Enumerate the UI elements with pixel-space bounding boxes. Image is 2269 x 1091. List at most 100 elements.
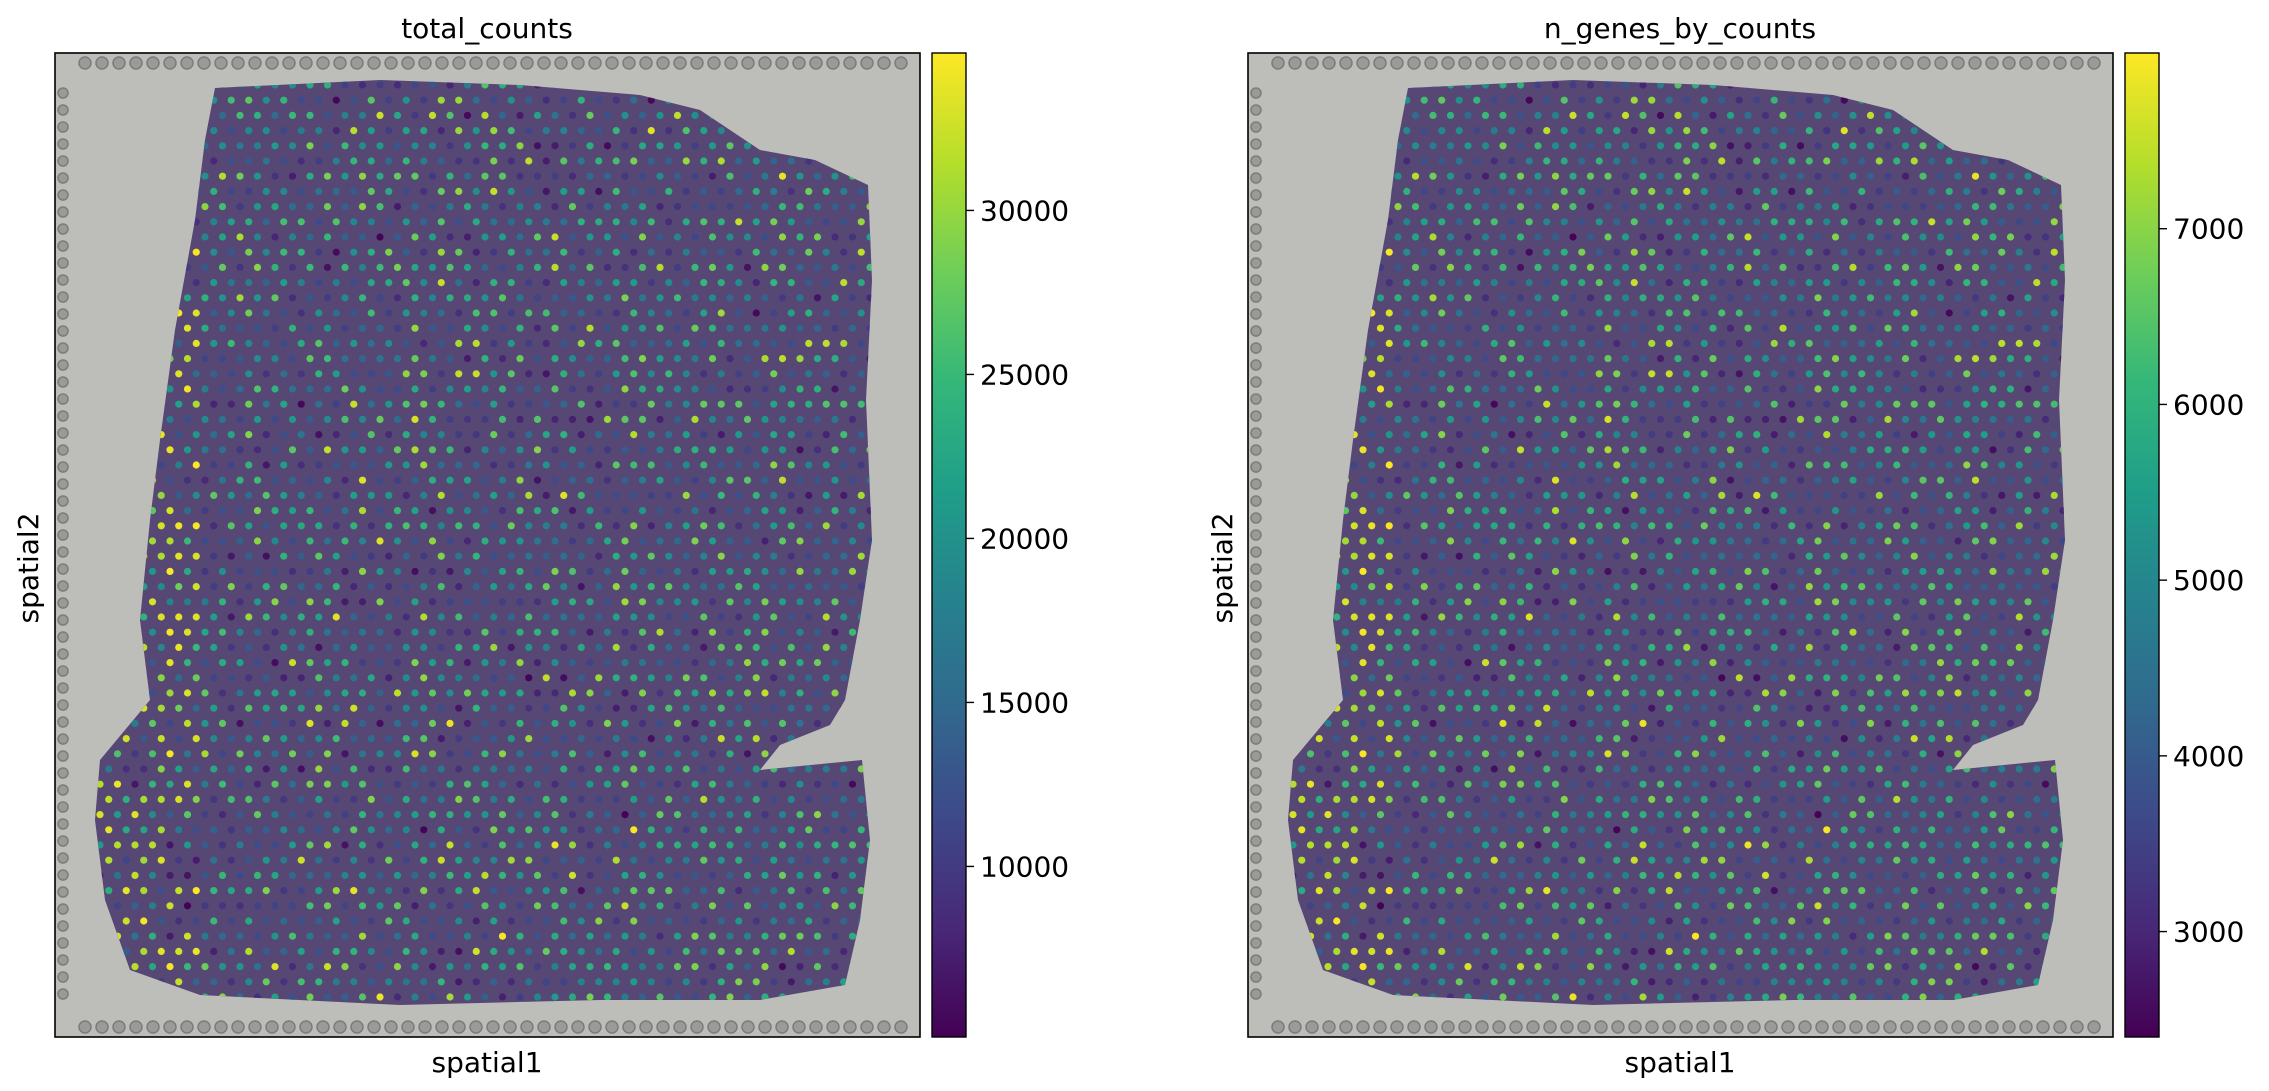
spot [236,628,244,636]
spot [1516,689,1525,697]
spot [1560,583,1568,591]
spot [778,902,787,910]
spot [1551,415,1560,423]
spot [306,507,314,515]
spot [297,187,305,195]
spot [770,887,778,895]
spot [1980,613,1988,621]
spot [1376,567,1385,576]
spot [1341,719,1350,728]
spot [1525,643,1533,652]
spot [778,172,787,180]
spot [183,750,192,758]
spot [735,431,743,439]
spot [1473,552,1481,560]
spot [332,613,340,621]
spot [411,567,419,576]
spot [638,142,647,150]
spot [175,947,183,956]
spot [2006,689,2015,697]
spot [1560,704,1568,712]
spot [455,613,463,621]
spot [857,795,865,804]
spot [1989,172,1997,180]
spot [1971,659,1980,667]
spot [210,157,218,165]
spot [507,643,515,652]
spot [568,659,577,667]
spot [516,476,524,484]
spot [1578,400,1586,408]
spot [1543,674,1551,682]
spot [1665,127,1673,135]
spot [253,811,262,819]
spot [612,187,620,195]
spot [1735,279,1743,287]
spot [280,522,288,530]
spot [726,507,734,515]
spot [1455,826,1463,834]
spot [1639,811,1647,819]
spot [743,172,752,180]
spot [1525,491,1533,499]
spatial-plot-area[interactable] [1247,52,2114,1038]
spot [271,659,279,667]
spot [175,583,183,591]
spot [612,461,620,469]
spot [1630,400,1638,408]
spot [131,719,139,728]
spot [612,917,620,925]
spot [735,613,743,621]
spot [1945,461,1953,469]
spot [1656,507,1665,515]
spot [577,400,585,408]
spot [1936,567,1945,576]
spot [323,750,332,758]
spot [507,431,515,439]
spot [1753,370,1761,378]
spot [1403,674,1411,682]
spot [507,491,515,499]
spot [428,871,437,880]
spot [1998,522,2006,530]
spatial-plot-area[interactable] [54,52,921,1038]
spot [1499,355,1507,363]
spot [656,172,664,180]
spot [717,856,725,864]
spot [1954,233,1962,241]
spot [1630,431,1638,439]
spot [148,932,157,940]
spot [236,780,244,788]
spot [428,476,437,484]
spot [1674,324,1682,332]
spot [1849,355,1857,363]
spot [778,811,787,819]
spot [840,218,848,226]
spot [1560,643,1568,652]
spot [1656,780,1665,788]
spot [367,431,375,439]
spot [1621,628,1630,636]
spot [586,476,594,484]
spot [1639,172,1647,180]
spot [621,598,629,606]
spot [761,963,769,971]
spot [1779,142,1787,150]
spot [1919,628,1927,636]
spot [551,476,559,484]
spot [113,841,122,849]
spot [358,841,367,849]
spot [490,309,498,317]
spot [1805,552,1813,560]
spot [1840,187,1848,195]
spot [1928,370,1936,378]
spot [1455,735,1463,743]
spot [297,735,305,743]
spot [472,735,480,743]
spot [1858,583,1866,591]
spot [1385,491,1393,499]
spot [700,583,708,591]
spot [1980,765,1988,773]
spot [1779,598,1787,606]
spot [778,263,787,271]
